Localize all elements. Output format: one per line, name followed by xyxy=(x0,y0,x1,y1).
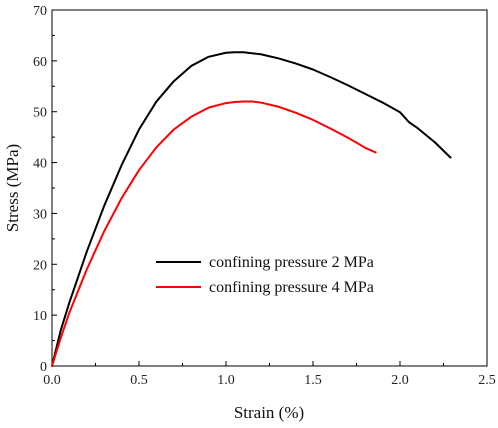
legend: confining pressure 2 MPa confining press… xyxy=(156,254,374,296)
y-tick-label: 40 xyxy=(33,157,47,172)
y-axis-title: Stress (MPa) xyxy=(3,144,22,232)
x-axis-title: Strain (%) xyxy=(234,403,304,422)
series-line-2mpa xyxy=(51,51,452,367)
legend-label-4mpa: confining pressure 4 MPa xyxy=(209,279,374,296)
x-tick-label: 1.5 xyxy=(304,373,322,388)
x-tick-label: 2.5 xyxy=(478,373,496,388)
axis-tick-labels: 0.0 0.5 1.0 1.5 2.0 2.5 0 10 20 30 40 50 60 70 xyxy=(33,4,496,388)
x-tick-label: 2.0 xyxy=(391,373,409,388)
series-line-4mpa xyxy=(51,100,377,367)
x-tick-label: 1.0 xyxy=(217,373,235,388)
y-tick-label: 20 xyxy=(33,258,47,273)
y-tick-label: 30 xyxy=(33,207,47,222)
y-tick-label: 70 xyxy=(33,4,47,19)
y-tick-label: 10 xyxy=(33,309,47,324)
y-tick-label: 50 xyxy=(33,106,47,121)
x-tick-label: 0.5 xyxy=(130,373,148,388)
x-tick-label: 0.0 xyxy=(43,373,61,388)
series-layer xyxy=(51,51,452,367)
plot-frame xyxy=(51,9,488,367)
y-tick-label: 0 xyxy=(40,360,47,375)
axis-ticks xyxy=(51,9,488,367)
y-tick-label: 60 xyxy=(33,55,47,70)
legend-label-2mpa: confining pressure 2 MPa xyxy=(209,254,374,271)
